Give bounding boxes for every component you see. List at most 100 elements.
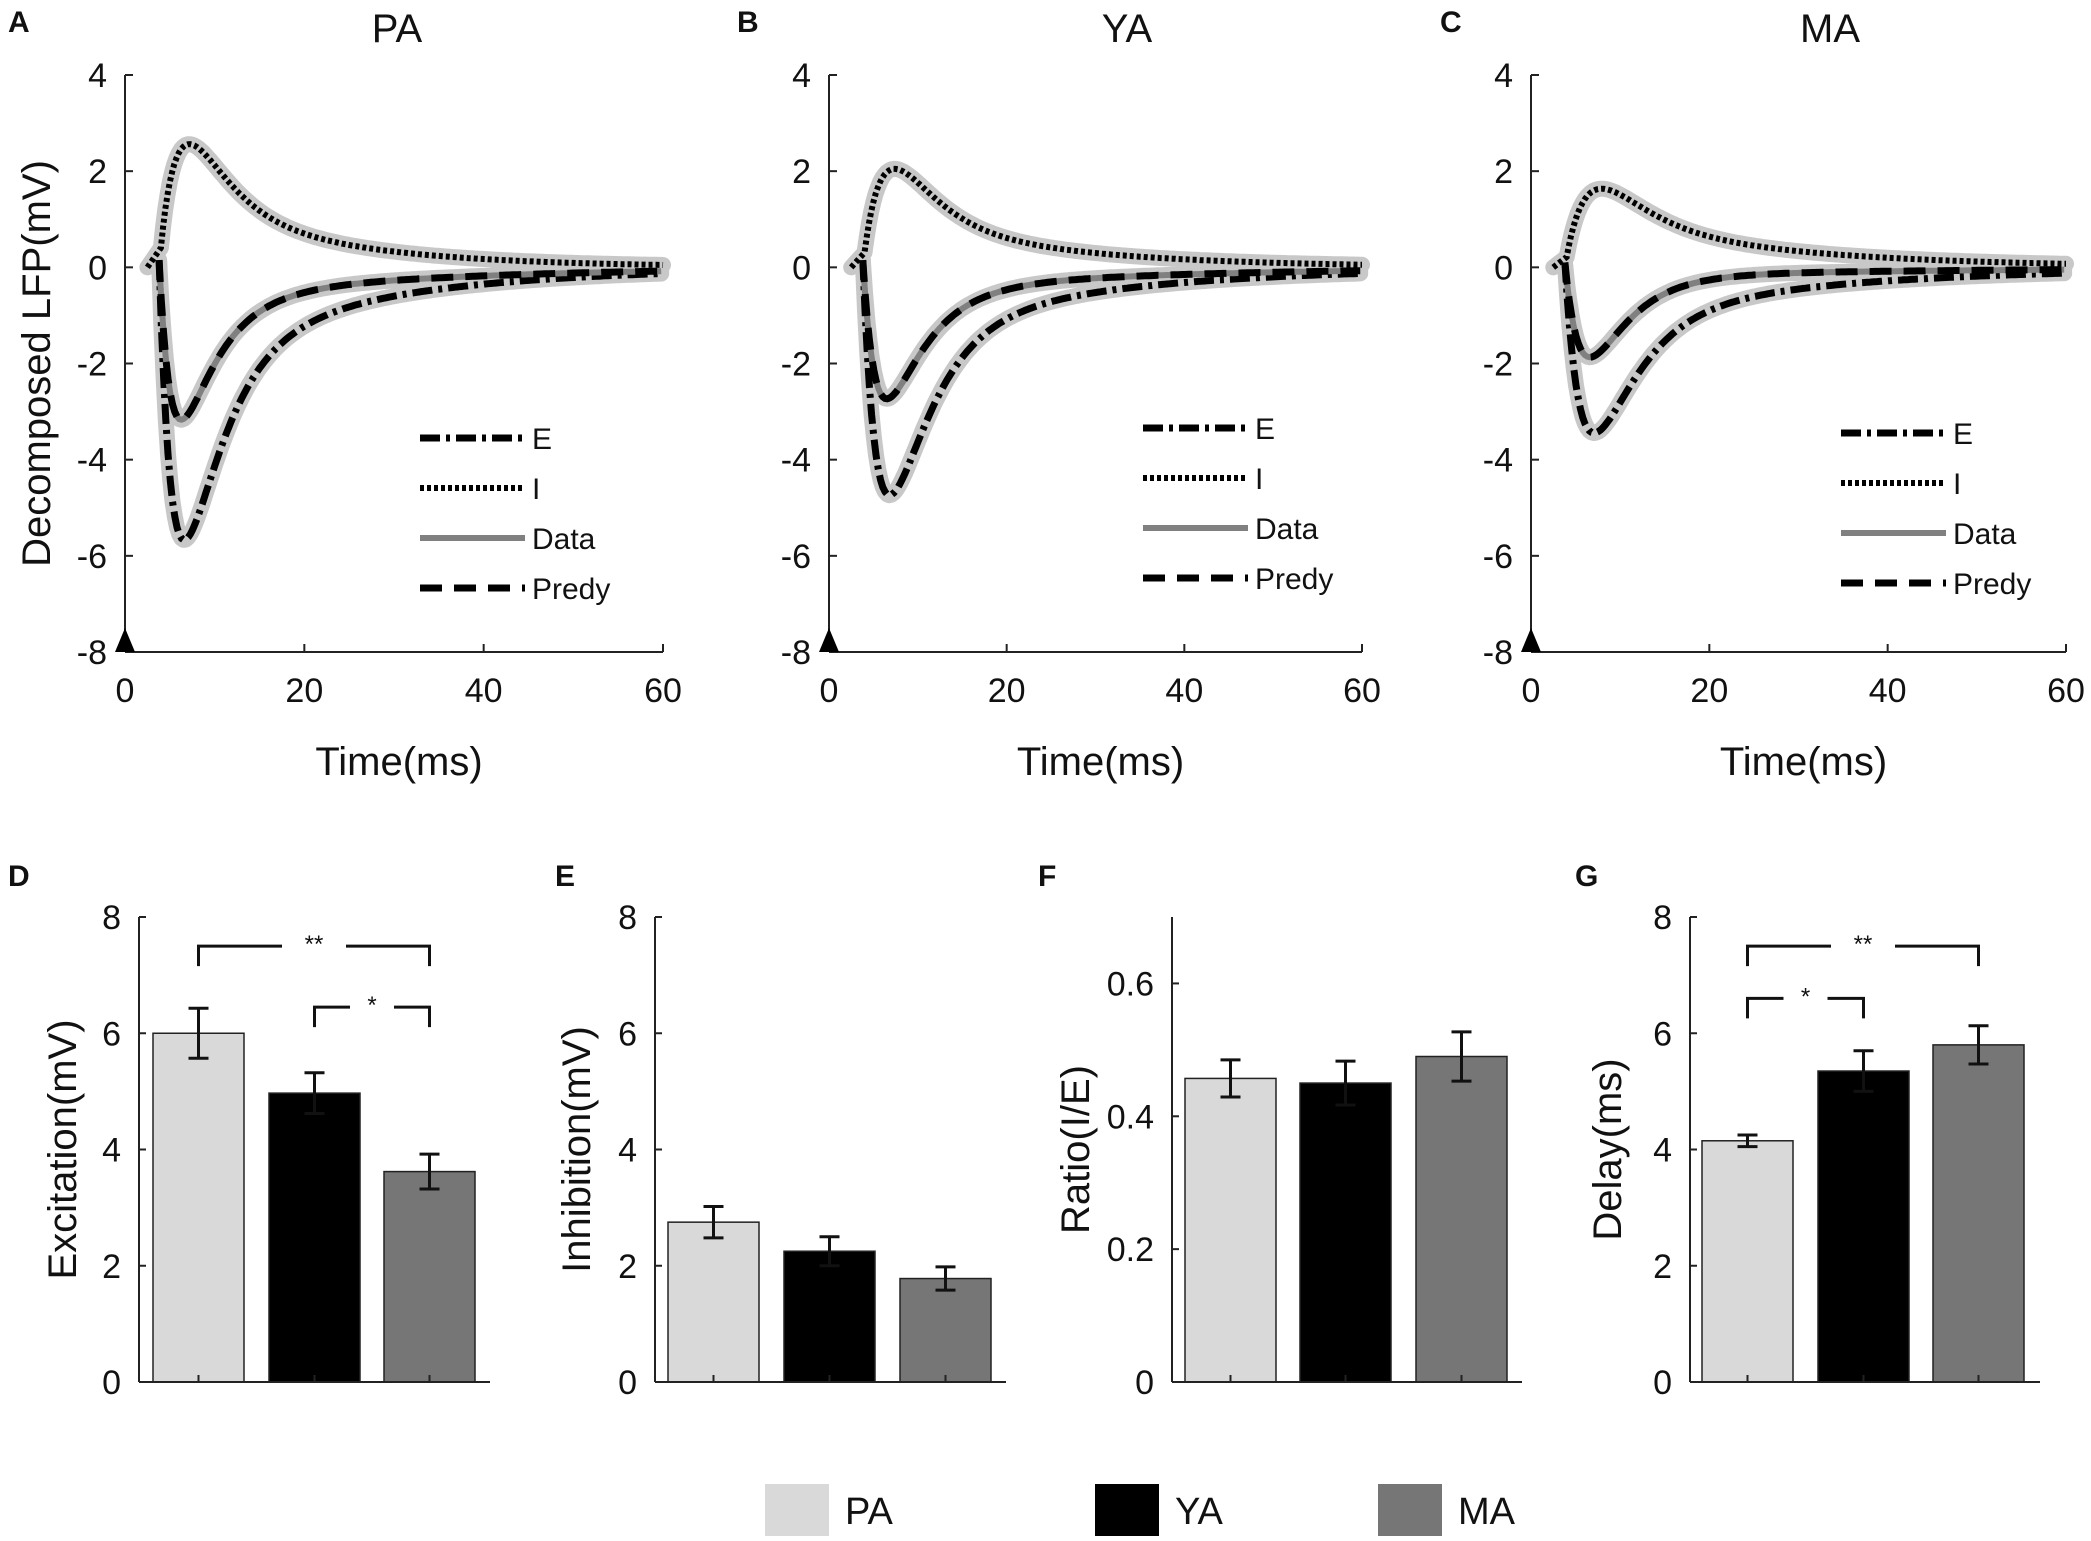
series-E [1561,262,2065,437]
x-tick-label: 40 [465,672,503,710]
y-tick-label: 2 [1653,1248,1672,1286]
bar-MA [1932,1044,2025,1383]
bar-YA [268,1092,361,1383]
y-tick-label: 0 [102,1364,121,1402]
x-tick-label: 0 [820,672,839,710]
significance-bracket-left [1746,944,1831,967]
confidence-band [139,136,671,276]
legend-label-I: I [532,473,540,506]
y-axis-label: Inhibition(mV) [555,1026,599,1273]
legend-label-Data: Data [1255,513,1319,546]
y-tick-label: 4 [1653,1132,1672,1170]
y-tick-label: 0 [1494,249,1513,287]
legend-label-Predy: Predy [1255,563,1333,596]
y-tick-label: 2 [88,153,107,191]
y-tick-label: -8 [1483,634,1513,672]
x-tick-label: 60 [644,672,682,710]
y-tick-label: 2 [792,153,811,191]
y-tick-label: 0 [618,1364,637,1402]
series-Predy [1561,262,2065,361]
panel-letter: E [555,860,575,893]
significance-label: ** [1854,931,1873,958]
y-tick-label: 0.2 [1107,1231,1154,1269]
y-tick-label: 0 [1135,1364,1154,1402]
significance-bracket-right [1827,996,1865,1019]
bar-YA [1817,1070,1910,1383]
series-I [1551,185,2066,270]
panel-letter: B [737,6,759,39]
x-axis-label: Time(ms) [1720,740,1887,784]
series-E [155,259,662,544]
bar-PA [1701,1140,1794,1383]
panel-letter: F [1038,860,1056,893]
x-tick-label: 20 [1690,672,1728,710]
panel-title: YA [1102,7,1153,51]
y-tick-label: 8 [1653,899,1672,937]
y-tick-label: -2 [77,346,107,384]
legend-label-I: I [1953,468,1961,501]
confidence-band [854,252,1369,504]
y-tick-label: 4 [102,1132,121,1170]
x-tick-label: 60 [1343,672,1381,710]
panel-letter: D [8,860,30,893]
y-tick-label: 2 [618,1248,637,1286]
bar-MA [899,1277,992,1383]
y-axis-label: Delay(ms) [1586,1058,1630,1240]
legend-label-MA: MA [1458,1491,1516,1533]
legend-label-I: I [1255,463,1263,496]
x-tick-label: 20 [285,672,323,710]
significance-label: ** [305,931,324,958]
panel-letter: C [1440,6,1462,39]
significance-label: * [1801,983,1810,1010]
significance-bracket-left [313,1005,350,1028]
significance-bracket-right [346,944,431,967]
group-legend: PA YA MA [765,1484,1516,1536]
legend-label-Predy: Predy [532,573,610,606]
y-tick-label: -2 [781,346,811,384]
series-E [859,259,1361,499]
bar-panel-E: E 0 2 4 6 8 Inhibition(mV) [555,860,1006,1402]
y-tick-label: -6 [781,538,811,576]
significance-bracket-right [1895,944,1980,967]
legend-label-E: E [532,423,552,456]
stimulus-marker [819,628,839,652]
y-tick-label: 2 [1494,153,1513,191]
legend-swatch-YA [1095,1484,1159,1536]
series-I [144,141,664,270]
y-tick-label: 0 [1653,1364,1672,1402]
y-tick-label: -2 [1483,346,1513,384]
stimulus-marker [115,628,135,652]
series-Predy [859,259,1361,403]
x-tick-label: 60 [2047,672,2085,710]
bar-YA [1299,1082,1392,1383]
x-axis-label: Time(ms) [315,740,482,784]
y-tick-label: 6 [618,1015,637,1053]
bar-PA [152,1032,245,1383]
y-axis-label: Decomposed LFP(mV) [15,160,59,567]
confidence-band [151,252,670,548]
panel-title: MA [1800,7,1860,51]
y-tick-label: 6 [1653,1015,1672,1053]
legend-label-Data: Data [1953,518,2017,551]
y-tick-label: 4 [792,57,811,95]
significance-bracket-left [197,944,282,967]
y-tick-label: -6 [77,538,107,576]
bar-PA [667,1221,760,1383]
bar-YA [783,1250,876,1383]
legend-label-E: E [1255,413,1275,446]
y-tick-label: 0.4 [1107,1098,1154,1136]
x-tick-label: 20 [988,672,1026,710]
y-tick-label: 6 [102,1015,121,1053]
significance-bracket-left [1746,996,1784,1019]
y-tick-label: 8 [102,899,121,937]
legend-swatch-PA [765,1484,829,1536]
legend-label-Predy: Predy [1953,568,2031,601]
confidence-band [1556,254,2073,441]
x-axis-label: Time(ms) [1017,740,1184,784]
x-tick-label: 40 [1165,672,1203,710]
y-axis-label: Excitation(mV) [41,1019,85,1279]
